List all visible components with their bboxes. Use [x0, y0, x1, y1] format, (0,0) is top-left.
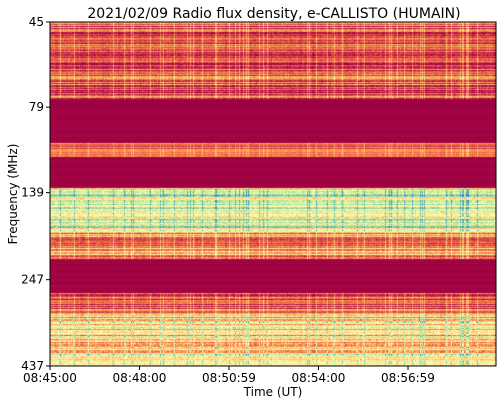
- y-axis-label: Frequency (MHz): [6, 144, 20, 245]
- chart-title: 2021/02/09 Radio flux density, e-CALLIST…: [87, 6, 460, 22]
- y-axis: 45 79 139 247 437: [21, 15, 50, 373]
- y-tick-label: 139: [21, 186, 44, 200]
- x-axis-label: Time (UT): [243, 385, 303, 399]
- x-axis: 08:45:00 08:48:00 08:50:59 08:54:00 08:56:59: [23, 366, 435, 385]
- spectrogram-heatmap: [50, 22, 496, 366]
- y-tick-label: 437: [21, 359, 44, 373]
- spectrogram-raster: [50, 22, 496, 366]
- x-tick-label: 08:56:59: [381, 371, 435, 385]
- x-tick-label: 08:50:59: [202, 371, 256, 385]
- y-tick-label: 247: [21, 273, 44, 287]
- x-tick-label: 08:54:00: [292, 371, 346, 385]
- x-tick-label: 08:48:00: [113, 371, 167, 385]
- y-tick-label: 45: [29, 15, 44, 29]
- x-tick-label: 08:45:00: [23, 371, 77, 385]
- y-tick-label: 79: [29, 100, 44, 114]
- plot-frame: [49, 21, 497, 367]
